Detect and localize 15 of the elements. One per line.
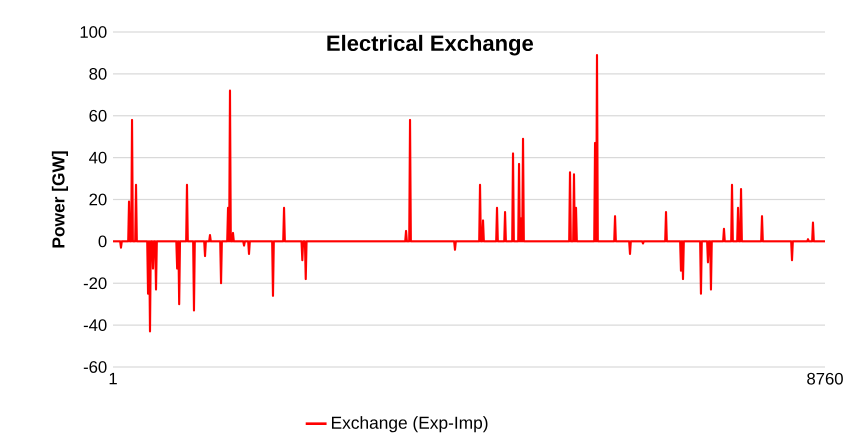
y-tick-label: -60 bbox=[84, 361, 107, 373]
chart-title: Electrical Exchange bbox=[327, 34, 534, 56]
y-tick-label: 40 bbox=[89, 152, 107, 164]
y-tick-label: 80 bbox=[89, 68, 107, 80]
y-axis-title: Power [GW] bbox=[52, 151, 68, 248]
line-series bbox=[113, 54, 826, 332]
y-tick-label: -20 bbox=[84, 277, 107, 290]
y-tick-label: 0 bbox=[98, 235, 107, 248]
x-tick-label: 8760 bbox=[807, 372, 843, 385]
y-tick-label: -40 bbox=[84, 319, 107, 332]
legend-label: Exchange (Exp-Imp) bbox=[332, 416, 488, 432]
x-tick-label: 1 bbox=[110, 372, 117, 384]
y-tick-label: 20 bbox=[89, 194, 107, 206]
y-tick-label: 100 bbox=[80, 26, 107, 38]
y-tick-label: 60 bbox=[89, 110, 107, 122]
